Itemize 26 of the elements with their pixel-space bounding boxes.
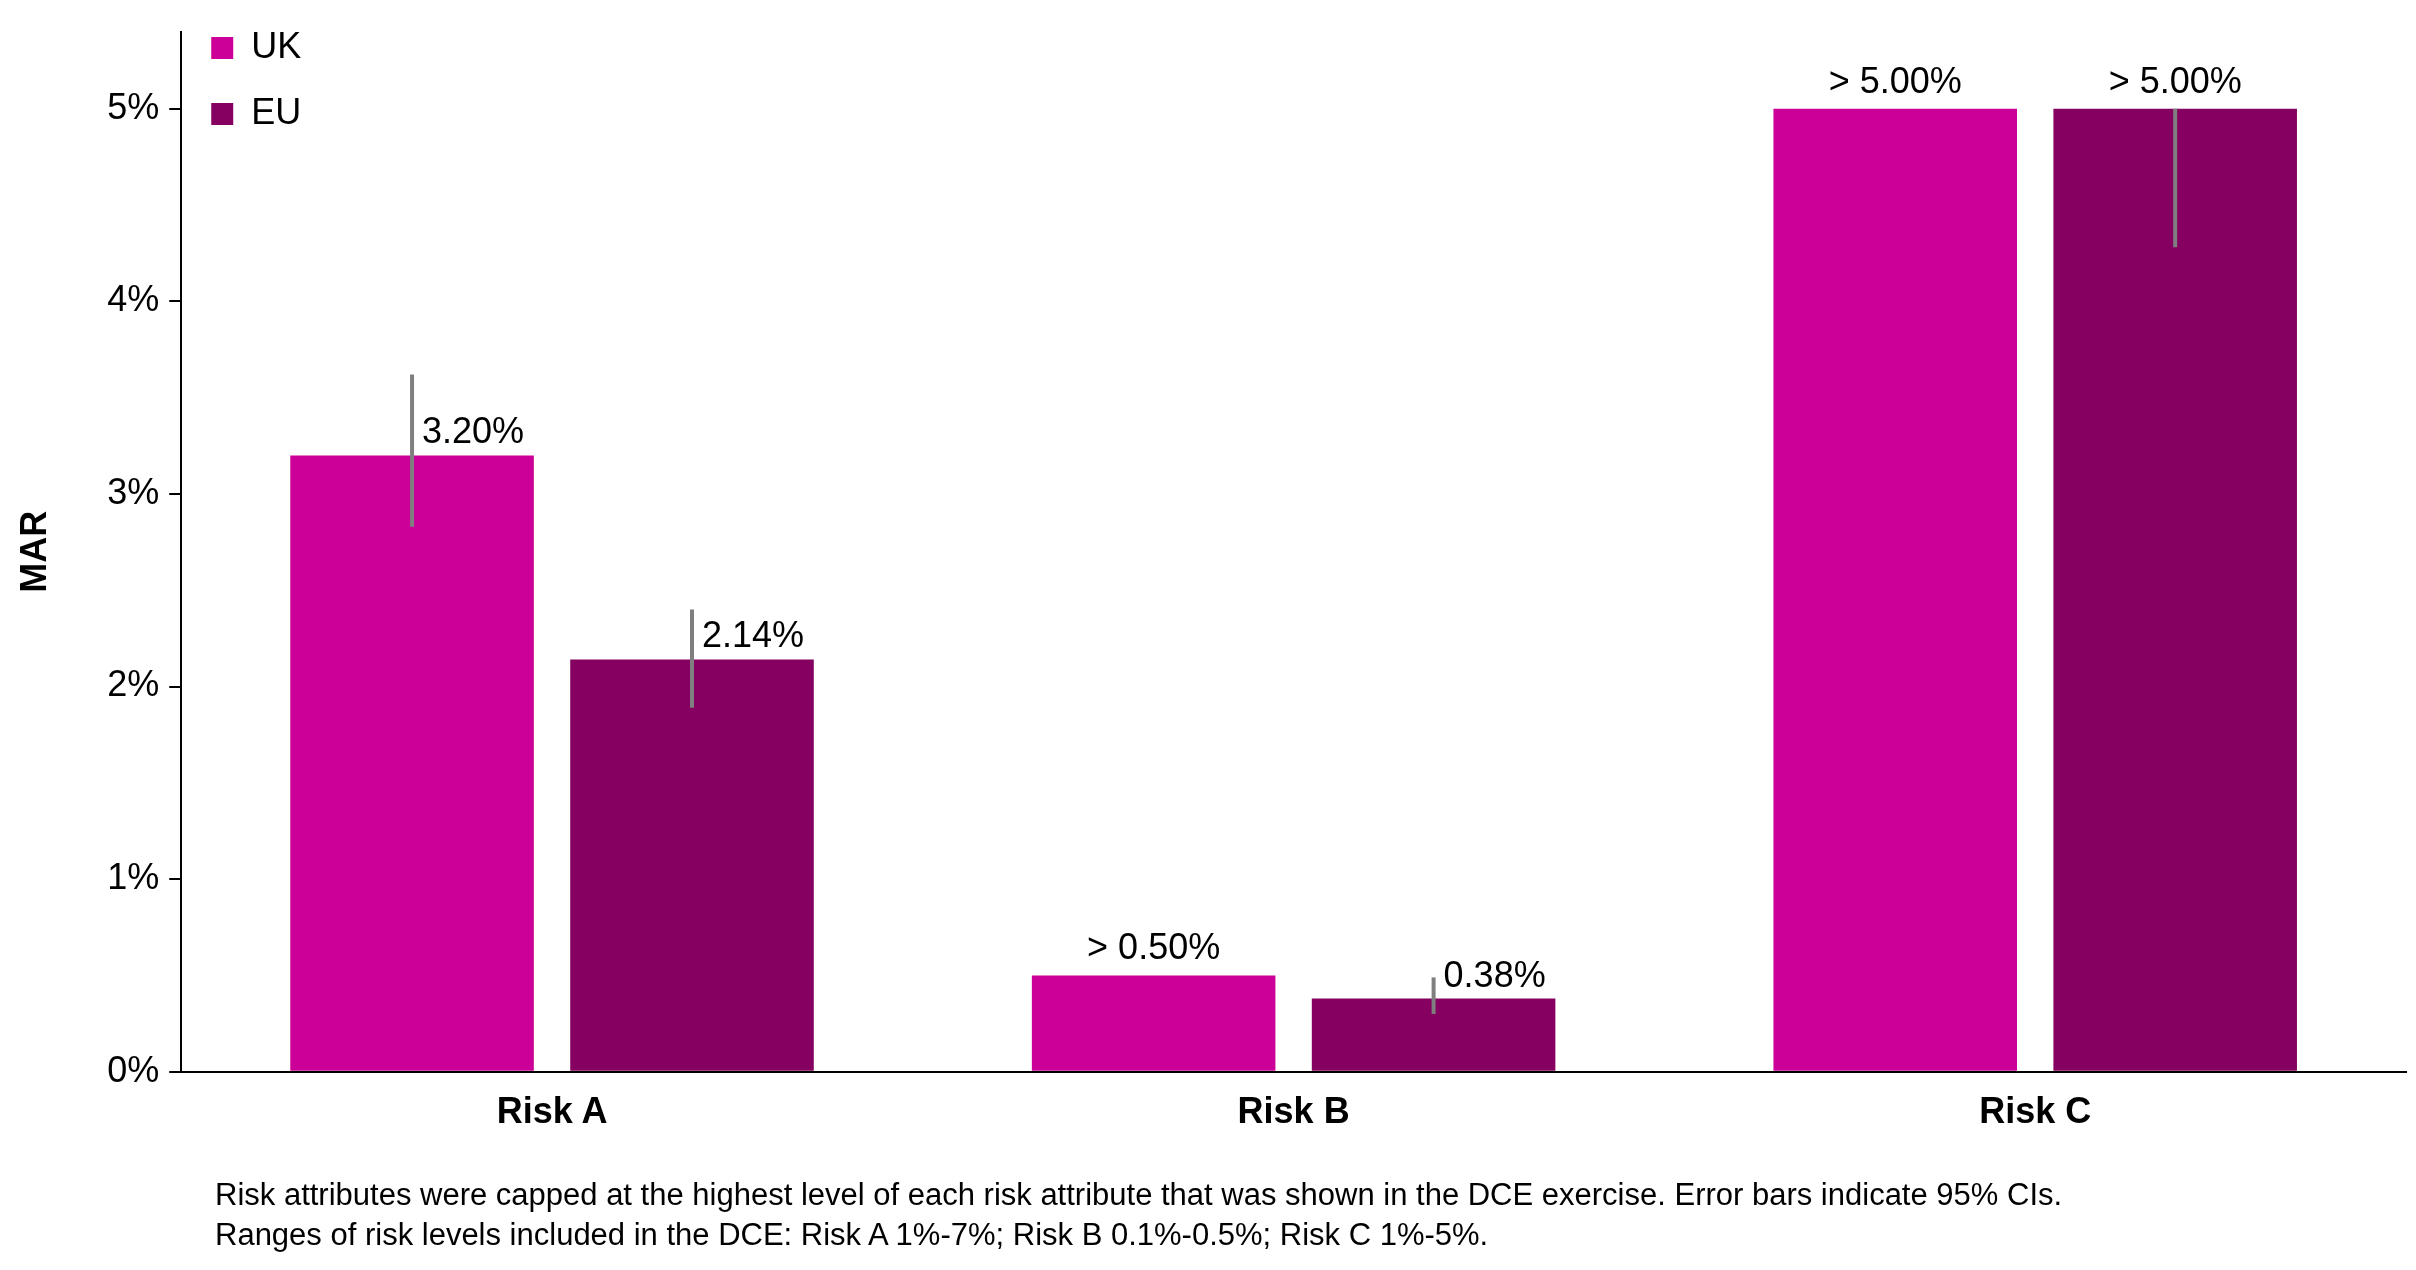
legend-label: EU [251, 90, 302, 132]
x-tick-label: Risk A [496, 1090, 608, 1132]
bar [290, 455, 534, 1071]
bar [1773, 108, 2018, 1071]
data-label: > 5.00% [1828, 59, 1962, 101]
y-tick-label: 0% [107, 1048, 160, 1090]
y-tick-label: 2% [107, 663, 160, 705]
data-label: > 0.50% [1087, 926, 1221, 968]
text: Ranges of risk levels included in the DCE: Risk A 1%-7%; Risk B 0.1%-0.5%; Risk C 1%-5%. [215, 1216, 1490, 1254]
bar [570, 659, 814, 1071]
data-label: 0.38% [1443, 953, 1546, 995]
text: Risk attributes were capped at the highest level of each risk attribute that was shown in the DCE exercise. Error bars indicate 95% CIs. [215, 1176, 2063, 1214]
data-label: > 5.00% [2108, 59, 2242, 101]
bar [2053, 108, 2297, 1071]
data-label: 2.14% [702, 614, 805, 656]
y-tick-label: 1% [107, 856, 160, 898]
legend-label: UK [251, 24, 302, 66]
x-tick-label: Risk B [1237, 1090, 1350, 1132]
data-label: 3.20% [422, 410, 525, 452]
x-tick-label: Risk C [1979, 1090, 2092, 1132]
y-tick-label: 4% [107, 278, 160, 320]
bar [1311, 998, 1556, 1071]
bar [1031, 975, 1276, 1071]
y-tick-label: 3% [107, 470, 160, 512]
y-tick-label: 5% [107, 85, 160, 127]
y-axis-title: MAR [12, 510, 54, 593]
